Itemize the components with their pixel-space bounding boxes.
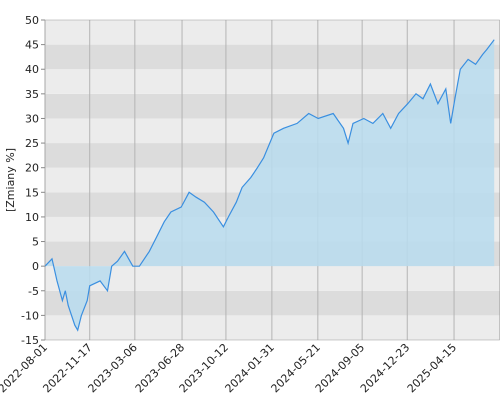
y-tick-label: 10 [25,211,39,224]
y-tick-label: 15 [25,186,39,199]
y-tick-label: 5 [32,236,39,249]
y-tick-label: 40 [25,63,39,76]
line [44,39,495,332]
y-tick-label: 20 [25,162,39,175]
band [45,69,500,94]
area [45,39,495,331]
y-tick-label: 30 [25,112,39,125]
y-tick-label: 0 [32,260,39,273]
y-tick-label: 50 [25,14,39,27]
band [45,290,500,316]
y-tick-label: 35 [25,88,39,101]
x-tick-label: 2025-04-15 [405,341,459,395]
band [45,315,500,340]
y-axis-label: [Zmiany %] [4,148,17,212]
band [45,44,500,70]
band [45,266,500,291]
band [45,20,500,45]
y-tick-label: 45 [25,39,39,52]
y-tick-label: -5 [28,285,39,298]
y-tick-label: -10 [21,309,39,322]
y-tick-label: 25 [25,137,39,150]
y-tick-label: -15 [21,334,39,347]
